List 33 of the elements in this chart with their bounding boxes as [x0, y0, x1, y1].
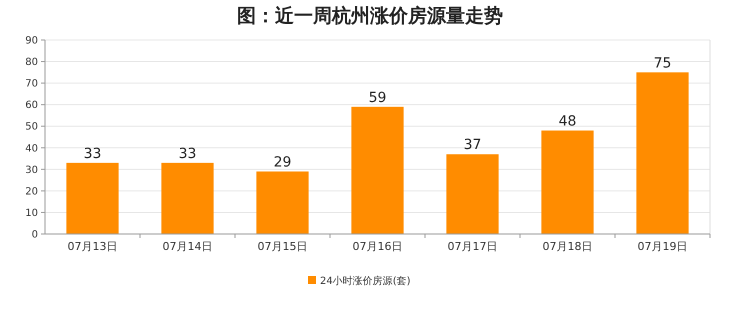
x-tick-label: 07月18日: [542, 240, 592, 253]
x-tick-label: 07月14日: [162, 240, 212, 253]
bar: [161, 162, 214, 234]
bar: [351, 106, 404, 234]
x-tick-label: 07月16日: [352, 240, 402, 253]
data-label: 75: [654, 55, 672, 72]
y-tick-label: 30: [25, 164, 38, 176]
data-label: 37: [464, 137, 482, 154]
x-tick-label: 07月17日: [448, 240, 498, 253]
data-label: 29: [274, 154, 292, 170]
y-tick-label: 50: [25, 122, 38, 133]
y-tick-label: 70: [25, 78, 38, 90]
x-tick-label: 07月15日: [258, 240, 308, 253]
x-tick-label: 07月13日: [68, 240, 118, 253]
legend-label: 24小时涨价房源(套): [320, 275, 411, 287]
y-tick-label: 0: [32, 230, 38, 240]
y-tick-label: 40: [25, 143, 38, 154]
bar: [256, 171, 309, 234]
data-label: 33: [84, 146, 102, 162]
bar: [66, 162, 119, 234]
y-tick-label: 60: [25, 100, 38, 112]
data-label: 33: [178, 146, 196, 162]
data-label: 59: [368, 90, 386, 106]
bar: [636, 72, 689, 234]
y-tick-label: 10: [25, 208, 38, 219]
y-tick-label: 20: [25, 186, 38, 198]
bar: [541, 130, 594, 234]
bar: [446, 154, 499, 234]
y-tick-label: 80: [25, 57, 38, 68]
chart-title: 图：近一周杭州涨价房源量走势: [237, 5, 503, 27]
x-tick-label: 07月19日: [638, 240, 688, 253]
data-label: 48: [558, 114, 576, 130]
y-tick-label: 90: [25, 36, 38, 46]
